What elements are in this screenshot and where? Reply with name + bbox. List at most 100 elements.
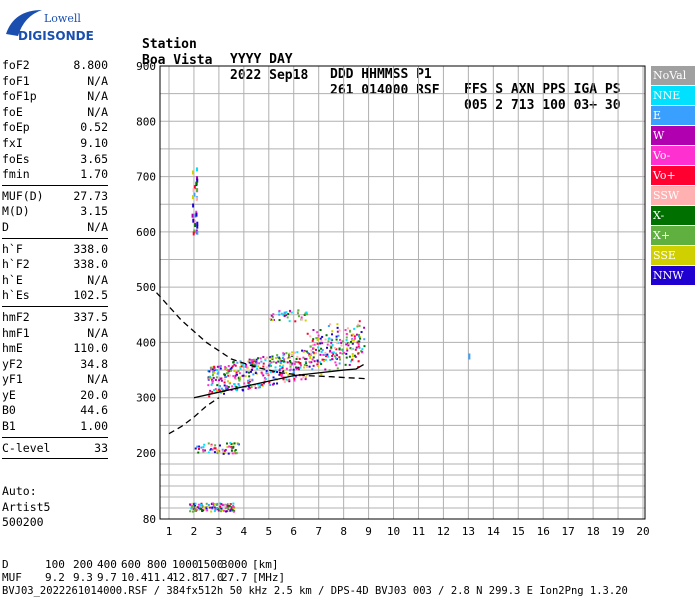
x-tick-label: 2 xyxy=(191,525,198,538)
param-value: N/A xyxy=(87,372,108,387)
echo-point xyxy=(272,313,275,316)
echo-point xyxy=(275,361,278,364)
echo-point xyxy=(360,331,363,334)
echo-point xyxy=(290,354,293,357)
auto-scaling-info: Auto: Artist5 500200 xyxy=(2,484,50,531)
echo-point xyxy=(335,364,338,367)
echo-point xyxy=(343,351,346,354)
echo-point xyxy=(278,313,281,316)
echo-point xyxy=(316,331,319,334)
echo-point xyxy=(235,389,238,392)
echo-point xyxy=(317,364,320,367)
echo-point xyxy=(335,338,338,341)
echo-point xyxy=(223,392,226,395)
echo-point xyxy=(245,371,248,374)
echo-point xyxy=(344,363,347,366)
echo-point xyxy=(192,188,195,193)
echo-point xyxy=(358,335,361,338)
echo-point xyxy=(274,377,277,380)
echo-point xyxy=(330,347,333,350)
echo-point xyxy=(228,381,231,384)
echo-point xyxy=(297,368,300,371)
echo-point xyxy=(211,382,214,385)
echo-point xyxy=(237,383,240,386)
echo-point xyxy=(226,387,229,390)
echo-point xyxy=(218,507,221,510)
echo-point xyxy=(327,337,330,340)
echo-point xyxy=(196,506,199,509)
echo-point xyxy=(200,502,203,505)
echo-point xyxy=(227,385,230,388)
echo-point xyxy=(315,348,318,351)
echo-point xyxy=(264,359,267,362)
echo-point xyxy=(262,382,265,385)
echo-point xyxy=(278,357,281,360)
param-separator xyxy=(2,305,108,307)
header-label-yyyy-day: YYYY DAY xyxy=(230,52,293,67)
echo-point xyxy=(329,344,332,347)
echo-point xyxy=(354,348,357,351)
echo-point xyxy=(258,382,261,385)
muf-value: 9.7 xyxy=(97,571,117,584)
echo-point xyxy=(282,354,285,357)
echo-point xyxy=(295,366,298,369)
y-tick-label: 200 xyxy=(136,447,156,460)
echo-point xyxy=(304,361,307,364)
x-tick-label: 14 xyxy=(487,525,501,538)
echo-point xyxy=(231,365,234,368)
echo-point xyxy=(297,366,300,369)
echo-point xyxy=(211,379,214,382)
echo-point xyxy=(223,509,226,512)
echo-point xyxy=(316,359,319,362)
echo-point xyxy=(345,336,348,339)
echo-point xyxy=(324,351,327,354)
echo-point xyxy=(363,345,366,348)
echo-point xyxy=(279,359,282,362)
echo-point xyxy=(331,344,334,347)
echo-point xyxy=(363,326,366,329)
param-b1: B1 1.00 xyxy=(2,419,108,435)
echo-point xyxy=(191,505,194,508)
echo-point xyxy=(353,327,356,330)
echo-point xyxy=(249,379,252,382)
echo-point xyxy=(219,502,222,505)
echo-point xyxy=(329,323,332,326)
param-foe: foE N/A xyxy=(2,105,108,121)
echo-point xyxy=(320,373,323,376)
echo-point xyxy=(296,312,299,315)
echo-point xyxy=(270,318,273,321)
echo-point xyxy=(305,365,308,368)
echo-point xyxy=(289,365,292,368)
echo-point xyxy=(310,352,313,355)
echo-point xyxy=(300,378,303,381)
echo-point xyxy=(268,381,271,384)
echo-point xyxy=(279,358,282,361)
echo-point xyxy=(300,316,303,319)
echo-point xyxy=(320,363,323,366)
echo-point xyxy=(219,510,222,513)
echo-point xyxy=(220,379,223,382)
param-key: h`F2 xyxy=(2,257,30,272)
echo-point xyxy=(309,356,312,359)
echo-point xyxy=(197,445,200,448)
echo-point xyxy=(348,363,351,366)
echo-point xyxy=(232,375,235,378)
echo-point xyxy=(308,352,311,355)
echo-point xyxy=(283,314,286,317)
echo-point xyxy=(220,507,223,510)
echo-point xyxy=(283,358,286,361)
echo-point xyxy=(203,506,206,509)
echo-point xyxy=(210,444,213,447)
echo-point xyxy=(361,351,364,354)
echo-point xyxy=(244,375,247,378)
param-key: C-level xyxy=(2,440,51,455)
echo-point xyxy=(285,371,288,374)
echo-point xyxy=(286,357,289,360)
echo-point xyxy=(203,443,206,446)
echo-point xyxy=(247,385,250,388)
echo-point xyxy=(302,350,305,353)
echo-point xyxy=(320,339,323,342)
echo-point xyxy=(279,361,282,364)
echo-point xyxy=(234,385,237,388)
echo-point xyxy=(219,377,222,380)
